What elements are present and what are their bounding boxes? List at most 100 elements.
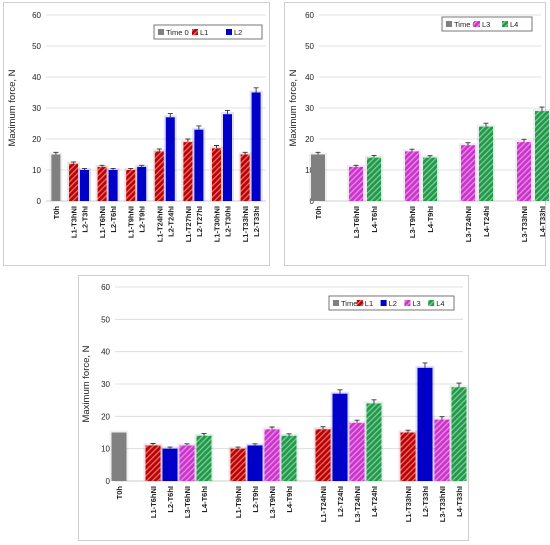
x-tick-label: L4-T33hI: [455, 486, 464, 517]
x-tick-label: L3-T9hNI: [268, 486, 277, 518]
error-bar: [521, 138, 527, 143]
error-bar: [456, 382, 462, 388]
y-axis-label: Maximum force, N: [7, 69, 18, 146]
legend-entry: Time 0: [166, 28, 189, 37]
bar-l1-t9hni: [126, 170, 136, 201]
y-tick-label: 50: [32, 42, 41, 51]
bar-l3-t6hni: [179, 445, 195, 481]
error-bar: [128, 168, 134, 170]
error-bar: [196, 125, 202, 130]
x-tick-label: L4-T6hI: [200, 486, 209, 513]
bar-l4-t9hi: [423, 157, 437, 201]
bar-l2-t24hi: [332, 393, 348, 481]
error-bar: [82, 168, 87, 170]
error-bar: [320, 426, 326, 430]
y-tick-label: 20: [32, 135, 41, 144]
bar-l4-t6hi: [367, 157, 381, 201]
bar-l4-t6hi: [196, 435, 212, 481]
error-bar: [409, 148, 415, 152]
y-tick-label: 0: [37, 197, 42, 206]
y-tick-label: 40: [101, 348, 110, 357]
x-tick-label: L1-T24hNI: [155, 206, 164, 242]
bar-l3-t24hni: [349, 422, 365, 481]
y-tick-label: 20: [101, 412, 110, 421]
bar-l3-t33hni: [517, 142, 531, 201]
error-bar: [337, 389, 343, 394]
legend-entry: L3: [412, 299, 420, 308]
legend-entry: L2: [234, 28, 242, 37]
chart-panel-l3-l4: 0 10 20 30 40 50 60 Maximum force, N T0h L3-T6hNI…: [284, 2, 550, 266]
x-tick-label: L4-T9hI: [426, 206, 435, 233]
error-bar: [371, 399, 377, 404]
error-bar: [315, 151, 321, 155]
x-tick-label: L1-T33hNI: [404, 486, 413, 522]
x-tick-label: L3-T6hNI: [183, 486, 192, 518]
legend-swatch: [380, 300, 387, 306]
x-tick-label: L3-T24hNI: [353, 486, 362, 522]
x-tick-label: L2-T9hI: [138, 206, 147, 233]
legend-entry: Time 0: [341, 299, 364, 308]
bar-t0h: [111, 432, 127, 481]
bar-l1-t3hni: [69, 163, 78, 201]
y-tick-label: 10: [101, 445, 110, 454]
x-tick-label: L4-T9hI: [285, 486, 294, 513]
y-tick-label: 60: [101, 283, 110, 292]
legend-swatch: [333, 300, 339, 306]
bar-l2-t27hi: [194, 129, 204, 201]
x-tick-label: L1-T6hNI: [149, 486, 158, 518]
x-tick-label: L2-T6hI: [166, 486, 175, 513]
bar-l1-t9hni: [230, 448, 246, 481]
bar-l4-t24hi: [479, 126, 493, 201]
legend-entry: L1: [365, 299, 373, 308]
error-bar: [167, 446, 173, 449]
error-bar: [139, 164, 145, 167]
y-tick-label: 30: [32, 104, 41, 113]
bar-l3-t9hni: [264, 429, 280, 481]
x-tick-label: L2-T24hI: [336, 486, 345, 517]
y-tick-label: 30: [305, 104, 314, 113]
error-bar: [405, 429, 411, 433]
legend: [441, 16, 533, 32]
error-bar: [252, 443, 258, 446]
legend-swatch: [502, 21, 508, 27]
x-tick-label: L1-T24hNI: [319, 486, 328, 522]
x-tick-label: L2-T27hI: [195, 206, 204, 237]
error-bar: [156, 148, 162, 152]
x-tick-label: T0h: [52, 206, 61, 220]
y-axis-label: Maximum force, N: [81, 345, 92, 422]
bar-l2-t6hi: [108, 170, 118, 201]
legend-swatch: [158, 29, 164, 35]
bar-l1-t27hni: [183, 142, 193, 201]
bar-l1-t6hni: [97, 166, 107, 201]
error-bar: [150, 443, 156, 446]
x-tick-label: L4-T24hI: [370, 486, 379, 517]
bar-l4-t33hi: [451, 387, 467, 481]
chart-l1-l2: 0 10 20 30 40 50 60 Maximum force, N T0h L1-T3hNI…: [7, 11, 266, 242]
error-bar: [427, 155, 433, 158]
bar-l2-t6hi: [162, 448, 178, 481]
error-bar: [269, 426, 275, 430]
bar-l2-t30hi: [223, 114, 232, 201]
y-tick-label: 10: [305, 166, 314, 175]
x-tick-label: L2-T9hI: [251, 486, 260, 513]
error-bar: [286, 433, 292, 436]
error-bar: [167, 113, 173, 118]
x-tick-label: L2-T3hI: [81, 206, 90, 233]
bar-l2-t24hi: [165, 117, 175, 201]
bar-t0h: [51, 154, 61, 201]
y-tick-label: 40: [32, 73, 41, 82]
error-bar: [354, 419, 360, 423]
bar-l4-t24hi: [366, 403, 382, 481]
error-bar: [214, 145, 219, 149]
y-tick-label: 0: [310, 197, 315, 206]
error-bar: [201, 433, 207, 436]
error-bar: [185, 138, 191, 143]
error-bar: [235, 446, 241, 449]
legend-entry: Time 0: [454, 20, 477, 29]
error-bar: [465, 142, 471, 146]
legend-swatch: [226, 29, 232, 35]
legend-swatch: [428, 300, 435, 306]
legend-entry: L4: [436, 299, 444, 308]
bar-l3-t33hni: [434, 419, 450, 481]
chart-panel-all-lines: 0 10 20 30 40 50 60 Maximum force, N T0h L1-T6hNI…: [78, 275, 469, 541]
